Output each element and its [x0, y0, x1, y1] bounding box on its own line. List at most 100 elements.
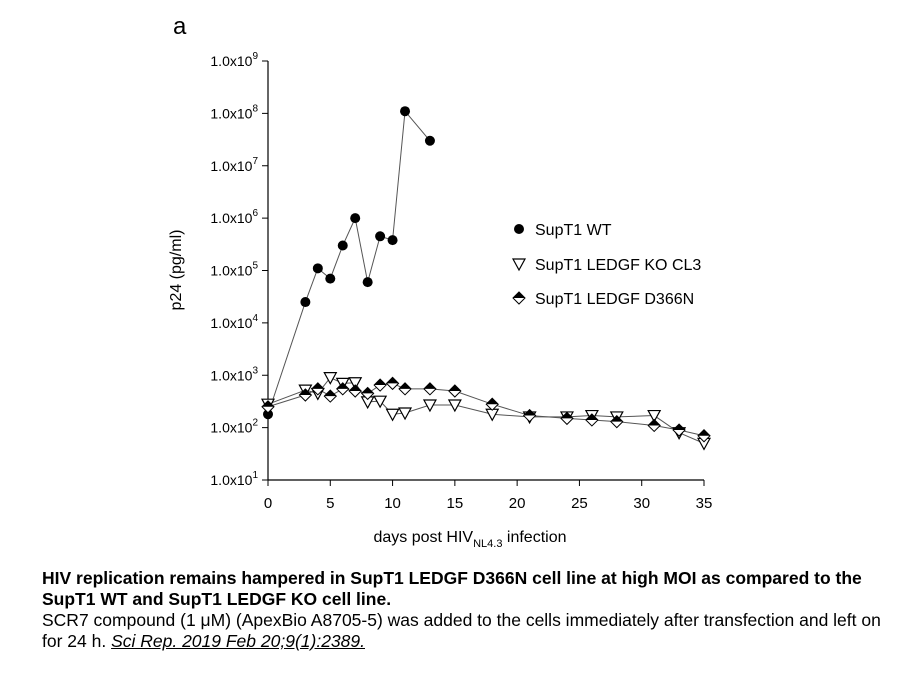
marker-fill [399, 382, 412, 389]
series-0 [263, 106, 435, 420]
data-point [398, 382, 412, 396]
data-point [697, 429, 711, 443]
y-tick-mantissa: 1.0x10 [210, 420, 252, 436]
data-point [512, 291, 526, 305]
x-tick-label: 10 [384, 495, 401, 512]
y-tick-label: 1.0x101 [210, 470, 258, 488]
data-point [585, 413, 599, 427]
x-tick-label: 25 [571, 495, 588, 512]
x-tick-label: 0 [264, 495, 272, 512]
y-tick-exponent: 2 [252, 418, 258, 429]
y-tick-label: 1.0x107 [210, 156, 258, 174]
marker-fill [673, 424, 686, 431]
data-point [373, 395, 388, 409]
data-point [400, 106, 411, 117]
series-1 [260, 372, 712, 451]
data-point [560, 411, 574, 426]
legend-item: SupT1 LEDGF D366N [512, 291, 694, 308]
x-axis-label-end: infection [502, 529, 566, 546]
y-tick-label: 1.0x104 [210, 313, 258, 331]
marker-fill [361, 387, 374, 394]
data-point [337, 240, 348, 251]
data-point [647, 409, 662, 423]
y-tick-mantissa: 1.0x10 [210, 315, 252, 331]
data-point [610, 414, 624, 429]
x-tick-label: 30 [633, 495, 650, 512]
data-point [311, 382, 325, 396]
y-tick-exponent: 4 [252, 313, 258, 324]
data-point [350, 213, 361, 224]
data-point [375, 231, 386, 242]
data-point [385, 408, 400, 422]
x-tick-label: 15 [447, 495, 464, 512]
data-point [647, 418, 661, 433]
marker-fill [585, 413, 598, 420]
data-point [385, 376, 400, 391]
data-point [373, 378, 387, 392]
data-point [336, 382, 350, 396]
y-tick-exponent: 8 [252, 103, 258, 114]
data-point [522, 408, 537, 423]
data-point [360, 386, 375, 401]
y-tick-mantissa: 1.0x10 [210, 263, 252, 279]
data-point [348, 384, 362, 398]
marker-fill [299, 388, 312, 395]
marker-fill [448, 385, 461, 392]
y-tick-exponent: 5 [252, 261, 258, 272]
panel-label: a [173, 13, 187, 40]
marker-fill [648, 419, 661, 426]
y-tick-mantissa: 1.0x10 [210, 53, 252, 69]
legend-label: SupT1 LEDGF D366N [535, 291, 694, 308]
series-line [267, 109, 431, 415]
marker-fill [311, 382, 324, 389]
y-tick-mantissa: 1.0x10 [210, 472, 252, 488]
y-tick-label: 1.0x102 [210, 418, 258, 436]
data-point [448, 384, 462, 398]
data-point [300, 297, 311, 308]
legend: SupT1 WT SupT1 LEDGF KO CL3 SupT1 LEDGF D3… [511, 222, 701, 308]
data-point [387, 235, 398, 246]
data-point [511, 258, 527, 272]
y-tick-exponent: 7 [252, 156, 258, 167]
marker-fill [374, 379, 387, 386]
data-point [422, 399, 437, 413]
marker-fill [560, 412, 573, 419]
data-point [348, 377, 363, 390]
plot-area [260, 106, 712, 451]
caption-title: HIV replication remains hampered in SupT… [42, 568, 862, 609]
legend-item: SupT1 LEDGF KO CL3 [511, 257, 701, 274]
y-tick-label: 1.0x103 [210, 365, 258, 383]
y-axis-label: p24 (pg/ml) [168, 230, 185, 311]
data-point [485, 397, 499, 411]
data-point [672, 423, 686, 437]
data-point [312, 263, 323, 274]
data-point [323, 372, 338, 385]
y-tick-exponent: 9 [252, 51, 258, 62]
y-tick-mantissa: 1.0x10 [210, 105, 252, 121]
citation-link[interactable]: Sci Rep. 2019 Feb 20;9(1):2389. [111, 631, 365, 651]
legend-item: SupT1 WT [514, 222, 612, 239]
y-tick-exponent: 6 [252, 208, 258, 219]
data-point [362, 277, 373, 288]
data-point [424, 135, 435, 146]
data-point [298, 388, 313, 402]
marker-fill [523, 409, 536, 416]
data-point [261, 400, 275, 414]
x-tick-label: 5 [326, 495, 334, 512]
chart: a 1.0x1011.0x1021.0x1031.0x1041.0x1051.0… [168, 13, 713, 550]
data-point [447, 399, 462, 413]
y-tick-mantissa: 1.0x10 [210, 158, 252, 174]
data-point [263, 409, 273, 420]
marker-fill [262, 400, 274, 407]
data-point [514, 224, 524, 234]
y-tick-label: 1.0x105 [210, 261, 258, 279]
marker-fill [698, 429, 710, 436]
y-tick-label: 1.0x108 [210, 103, 258, 121]
x-tick-label: 20 [509, 495, 526, 512]
y-tick-exponent: 3 [252, 365, 258, 376]
marker-fill [423, 382, 436, 389]
x-tick-label: 35 [696, 495, 713, 512]
y-tick-mantissa: 1.0x10 [210, 367, 252, 383]
data-point [398, 407, 413, 421]
data-point [323, 389, 337, 403]
